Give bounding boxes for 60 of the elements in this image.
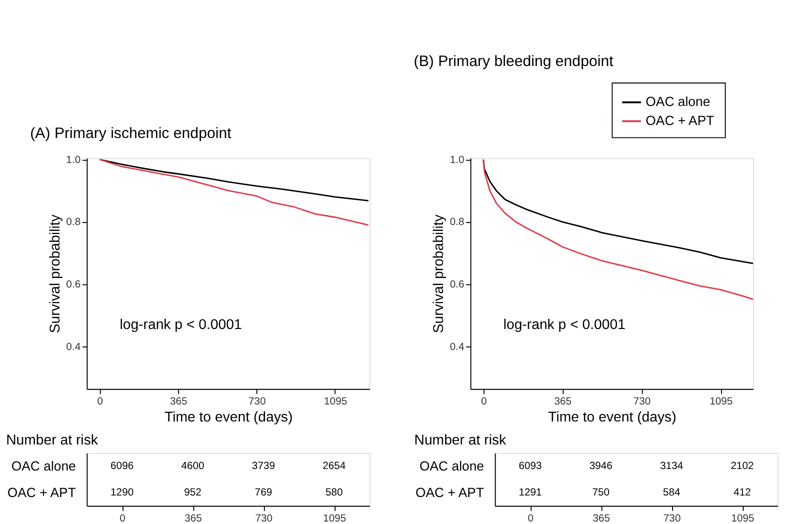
x-tick-label: 365 <box>170 396 188 408</box>
annotation: log-rank p < 0.0001 <box>503 316 626 332</box>
x-tick-label: 0 <box>480 396 487 408</box>
data-label: 1290 <box>110 487 134 498</box>
data-label: 584 <box>662 487 680 498</box>
y-axis-title: Survival probability <box>46 214 63 334</box>
x-tick-label: 0 <box>120 513 126 524</box>
data-label: 4600 <box>181 461 205 472</box>
x-tick-label: 0 <box>97 396 104 408</box>
data-label: 2102 <box>730 461 754 472</box>
x-tick-label: 365 <box>592 513 610 524</box>
line-series <box>482 158 754 264</box>
x-tick-label: 1095 <box>323 513 346 524</box>
x-tick-label: 1095 <box>324 396 348 408</box>
data-label: 6093 <box>518 461 542 472</box>
data-label: 3739 <box>252 461 276 472</box>
x-tick-label: 0 <box>528 513 534 524</box>
x-tick-label: 730 <box>633 396 651 408</box>
data-label: 3946 <box>589 461 613 472</box>
legend-label: OAC + APT <box>646 112 714 128</box>
chart-title: (A) Primary ischemic endpoint <box>30 124 232 142</box>
data-label: 412 <box>734 487 752 498</box>
line-series <box>482 158 754 300</box>
y-tick-label: 0.4 <box>450 342 464 354</box>
x-tick-label: 730 <box>663 513 681 524</box>
y-tick-label: 0.4 <box>66 342 81 354</box>
x-tick-label: 1095 <box>710 396 733 408</box>
line-series <box>98 158 370 226</box>
data-label: 2654 <box>322 461 346 472</box>
x-tick-label: 730 <box>248 396 266 408</box>
annotation: log-rank p < 0.0001 <box>120 316 242 332</box>
y-tick-label: OAC + APT <box>7 484 76 500</box>
y-tick-label: 0.6 <box>450 280 464 291</box>
x-tick-label: 365 <box>554 396 572 408</box>
x-axis-title: Time to event (days) <box>164 408 293 424</box>
chart-title: (B) Primary bleeding endpoint <box>414 53 614 70</box>
y-tick-label: 0.6 <box>66 280 81 291</box>
x-tick-label: 730 <box>255 513 273 524</box>
data-label: 1291 <box>518 487 542 498</box>
y-tick-label: 1.0 <box>66 154 81 166</box>
x-axis-title: Time to event (days) <box>548 408 676 424</box>
data-label: 952 <box>184 487 202 498</box>
y-tick-label: 0.8 <box>66 217 81 228</box>
y-tick-label: 1.0 <box>450 154 464 166</box>
chart-title: Number at risk <box>6 431 99 448</box>
y-tick-label: OAC alone <box>420 458 484 474</box>
y-tick-label: OAC + APT <box>415 484 484 500</box>
y-axis-title: Survival probability <box>430 214 446 334</box>
data-label: 580 <box>325 487 344 498</box>
y-tick-label: OAC alone <box>11 458 76 474</box>
data-label: 750 <box>592 487 610 498</box>
y-tick-label: 0.8 <box>450 217 464 228</box>
data-label: 3134 <box>660 461 684 472</box>
data-label: 6096 <box>110 461 134 472</box>
x-tick-label: 1095 <box>731 513 755 524</box>
line-series <box>98 158 370 202</box>
legend-label: OAC alone <box>646 94 710 110</box>
chart-title: Number at risk <box>414 431 508 448</box>
x-tick-label: 365 <box>184 513 202 524</box>
data-label: 769 <box>254 487 272 498</box>
